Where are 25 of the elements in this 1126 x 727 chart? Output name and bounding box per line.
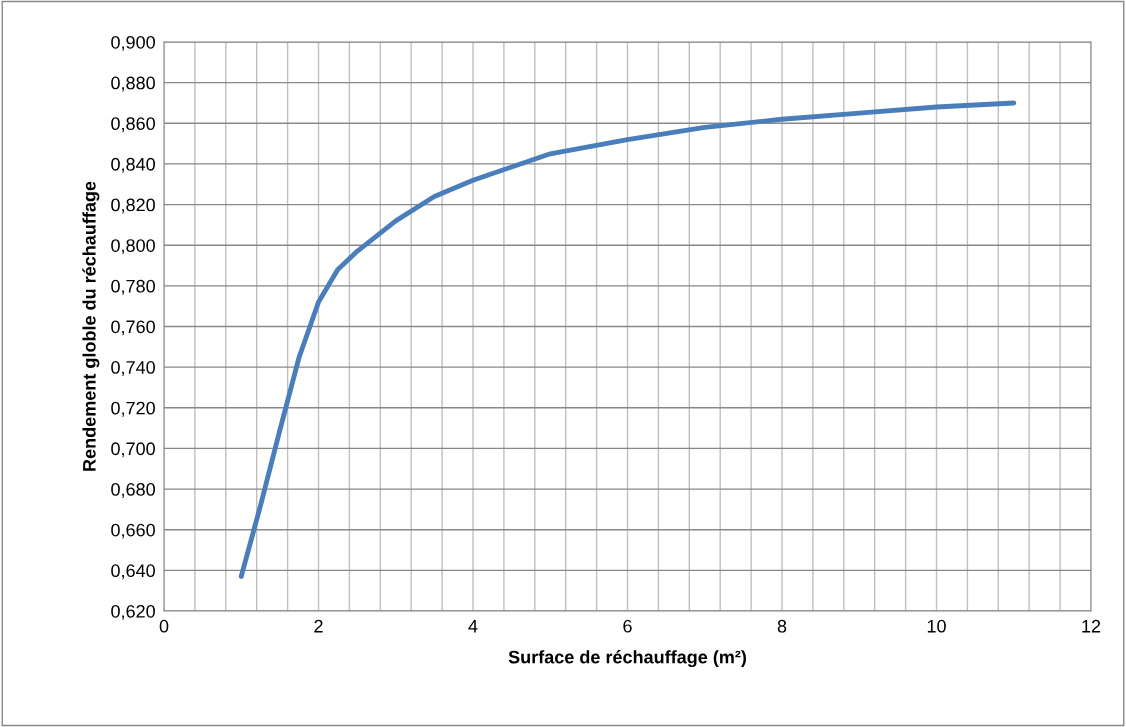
y-tick-label: 0,620: [111, 604, 155, 620]
x-tick-label: 8: [777, 619, 787, 633]
y-tick-label: 0,820: [111, 198, 155, 214]
x-tick-label: 0: [159, 619, 169, 633]
x-axis-title: Surface de réchauffage (m²): [508, 650, 747, 668]
y-tick-label: 0,720: [111, 401, 155, 417]
y-tick-label: 0,860: [111, 117, 155, 133]
y-tick-label: 0,700: [111, 442, 155, 458]
y-tick-label: 0,740: [111, 361, 155, 376]
y-tick-label: 0,760: [111, 320, 155, 336]
x-tick-label: 4: [468, 620, 478, 633]
y-tick-label: 0,640: [111, 564, 155, 580]
y-tick-label: 0,840: [111, 157, 155, 173]
y-tick-label: 0,680: [111, 483, 155, 498]
y-axis-title: Rendement globle du réchauffage: [82, 181, 100, 471]
line-series: [238, 100, 1017, 579]
x-tick-label: 2: [314, 619, 323, 633]
y-tick-label: 0,880: [111, 76, 155, 92]
x-tick-label: 6: [623, 619, 632, 633]
y-tick-label: 0,800: [111, 239, 155, 255]
y-tick-label: 0,900: [111, 35, 155, 51]
y-tick-label: 0,660: [111, 523, 155, 539]
x-tick-label: 10: [927, 619, 946, 633]
y-tick-label: 0,780: [111, 279, 155, 295]
x-tick-label: 12: [1082, 619, 1101, 633]
